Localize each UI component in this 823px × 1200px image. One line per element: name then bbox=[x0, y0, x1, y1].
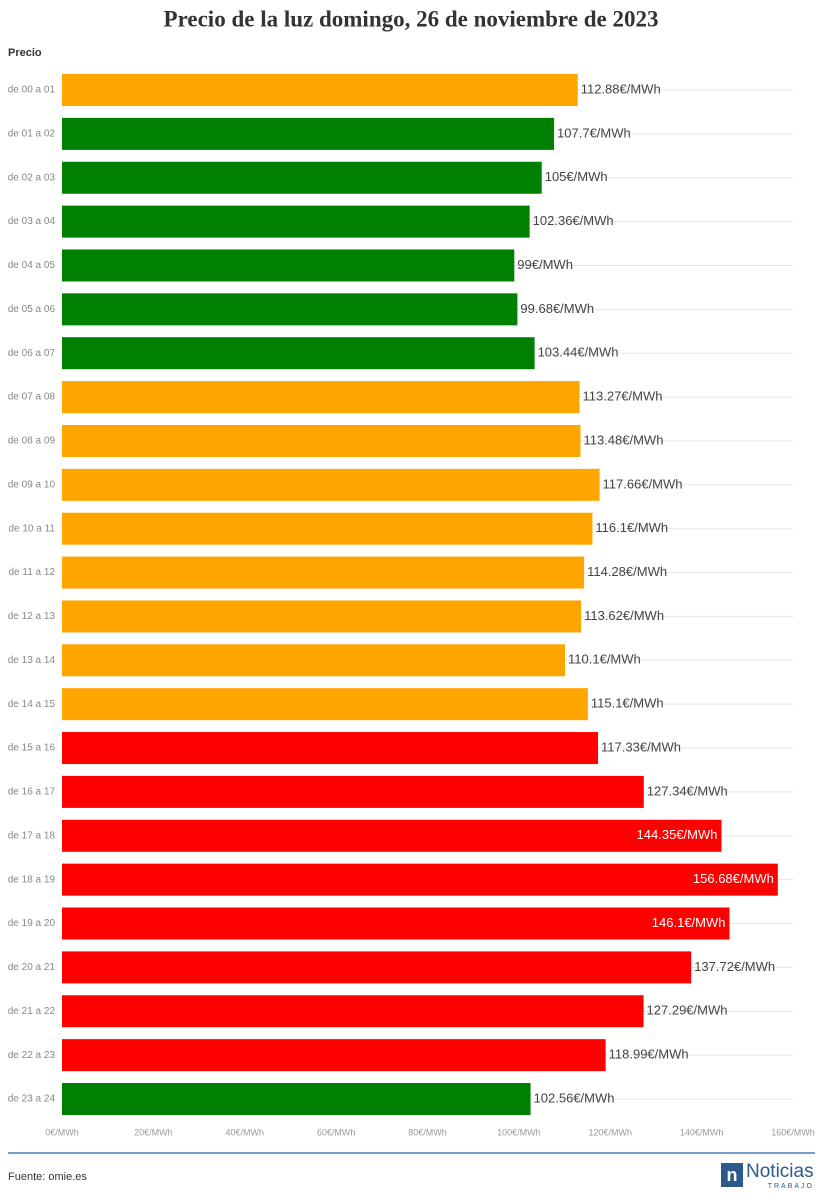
bar bbox=[62, 863, 778, 896]
value-label: 117.66€/MWh bbox=[603, 476, 683, 491]
value-label: 117.33€/MWh bbox=[601, 739, 681, 754]
y-tick-label: de 23 a 24 bbox=[8, 1094, 56, 1105]
bar bbox=[62, 337, 535, 370]
x-tick-label: 120€/MWh bbox=[588, 1127, 632, 1137]
y-tick-label: de 08 a 09 bbox=[8, 436, 56, 447]
y-tick-label: de 09 a 10 bbox=[8, 479, 56, 490]
bar bbox=[62, 732, 599, 765]
value-label: 107.7€/MWh bbox=[557, 125, 631, 140]
value-label: 102.56€/MWh bbox=[534, 1090, 615, 1105]
axis-label: Precio bbox=[8, 47, 42, 59]
bar bbox=[62, 468, 600, 501]
source: Fuente: omie.es bbox=[8, 1171, 87, 1183]
value-label: 103.44€/MWh bbox=[538, 345, 619, 360]
bar bbox=[62, 161, 542, 194]
y-tick-label: de 15 a 16 bbox=[8, 743, 56, 754]
bar bbox=[62, 117, 555, 150]
bar bbox=[62, 205, 530, 238]
bar bbox=[62, 1039, 606, 1072]
value-label: 113.48€/MWh bbox=[583, 432, 663, 447]
bar bbox=[62, 951, 692, 984]
y-tick-label: de 03 a 04 bbox=[8, 216, 56, 227]
value-label: 110.1€/MWh bbox=[568, 652, 641, 667]
bar bbox=[62, 688, 588, 721]
logo-icon bbox=[721, 1163, 743, 1187]
bar bbox=[62, 1083, 531, 1115]
bar bbox=[62, 644, 566, 677]
bar bbox=[62, 249, 515, 282]
x-tick-label: 80€/MWh bbox=[408, 1127, 447, 1137]
value-label: 102.36€/MWh bbox=[533, 213, 614, 228]
y-tick-label: de 11 a 12 bbox=[8, 567, 55, 578]
bar bbox=[62, 775, 644, 808]
y-tick-label: de 13 a 14 bbox=[8, 655, 56, 666]
value-label: 127.29€/MWh bbox=[647, 1003, 728, 1018]
chart-title: Precio de la luz domingo, 26 de noviembr… bbox=[164, 6, 659, 31]
x-tick-label: 40€/MWh bbox=[225, 1127, 264, 1137]
y-tick-label: de 20 a 21 bbox=[8, 962, 56, 973]
value-label: 99.68€/MWh bbox=[520, 301, 594, 316]
logo-tagline: TRABAJO bbox=[768, 1183, 814, 1190]
y-tick-label: de 02 a 03 bbox=[8, 172, 56, 183]
y-tick-label: de 16 a 17 bbox=[8, 787, 56, 798]
value-label: 127.34€/MWh bbox=[647, 783, 728, 798]
logo-name: Noticias bbox=[746, 1161, 814, 1182]
y-tick-label: de 04 a 05 bbox=[8, 260, 56, 271]
y-tick-label: de 06 a 07 bbox=[8, 348, 56, 359]
x-tick-label: 0€/MWh bbox=[45, 1127, 79, 1137]
value-label: 115.1€/MWh bbox=[591, 696, 664, 711]
x-tick-label: 160€/MWh bbox=[771, 1127, 815, 1137]
value-label: 146.1€/MWh bbox=[652, 915, 726, 930]
bar bbox=[62, 512, 593, 545]
value-label: 105€/MWh bbox=[545, 169, 608, 184]
y-tick-label: de 10 a 11 bbox=[8, 523, 55, 534]
y-tick-label: de 18 a 19 bbox=[8, 874, 56, 885]
bar bbox=[62, 819, 722, 852]
y-tick-label: de 00 a 01 bbox=[8, 85, 56, 96]
bar bbox=[62, 995, 644, 1028]
x-tick-label: 140€/MWh bbox=[680, 1127, 724, 1137]
x-tick-label: 60€/MWh bbox=[317, 1127, 356, 1137]
value-label: 113.62€/MWh bbox=[584, 608, 664, 623]
bar bbox=[62, 907, 730, 940]
bar bbox=[62, 74, 578, 106]
value-label: 156.68€/MWh bbox=[693, 871, 774, 886]
y-tick-label: de 01 a 02 bbox=[8, 129, 56, 140]
value-label: 144.35€/MWh bbox=[637, 827, 718, 842]
value-label: 118.99€/MWh bbox=[609, 1047, 689, 1062]
logo-glyph: n bbox=[727, 1165, 738, 1185]
bar bbox=[62, 381, 580, 414]
y-tick-label: de 14 a 15 bbox=[8, 699, 56, 710]
bar bbox=[62, 556, 585, 589]
y-tick-label: de 21 a 22 bbox=[8, 1006, 56, 1017]
bar bbox=[62, 424, 581, 457]
value-label: 114.28€/MWh bbox=[587, 564, 667, 579]
value-label: 137.72€/MWh bbox=[694, 959, 775, 974]
y-tick-label: de 22 a 23 bbox=[8, 1050, 56, 1061]
y-tick-label: de 17 a 18 bbox=[8, 830, 56, 841]
bar bbox=[62, 293, 518, 326]
bar bbox=[62, 600, 582, 633]
x-tick-label: 100€/MWh bbox=[497, 1127, 541, 1137]
value-label: 99€/MWh bbox=[517, 257, 573, 272]
x-tick-label: 20€/MWh bbox=[134, 1127, 173, 1137]
y-tick-label: de 19 a 20 bbox=[8, 918, 56, 929]
y-tick-label: de 12 a 13 bbox=[8, 611, 56, 622]
value-label: 116.1€/MWh bbox=[595, 520, 668, 535]
value-label: 112.88€/MWh bbox=[581, 81, 661, 96]
y-tick-label: de 05 a 06 bbox=[8, 304, 56, 315]
y-tick-label: de 07 a 08 bbox=[8, 392, 56, 403]
value-label: 113.27€/MWh bbox=[583, 389, 663, 404]
